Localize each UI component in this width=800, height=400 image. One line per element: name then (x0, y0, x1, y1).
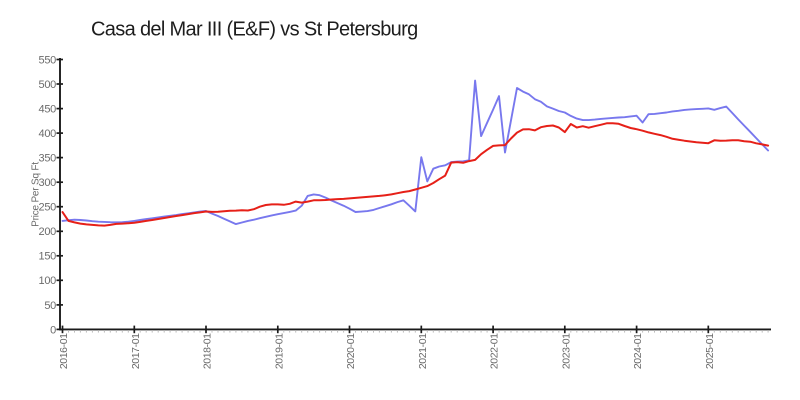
svg-text:300: 300 (39, 177, 57, 189)
svg-text:200: 200 (39, 226, 57, 238)
svg-text:150: 150 (39, 251, 57, 263)
svg-text:2018-01: 2018-01 (202, 333, 214, 369)
svg-text:550: 550 (39, 54, 57, 66)
svg-text:2017-01: 2017-01 (130, 333, 142, 369)
svg-text:2021-01: 2021-01 (417, 333, 429, 369)
svg-text:350: 350 (39, 153, 57, 165)
svg-text:Price Per Sq Ft: Price Per Sq Ft (31, 162, 42, 227)
svg-text:2016-01: 2016-01 (58, 333, 70, 369)
svg-text:0: 0 (50, 324, 56, 336)
svg-text:100: 100 (39, 275, 57, 287)
svg-text:400: 400 (39, 128, 57, 140)
svg-text:Casa del Mar III (E&F) vs St P: Casa del Mar III (E&F) vs St Petersburg (91, 19, 418, 41)
svg-text:2019-01: 2019-01 (273, 333, 285, 369)
svg-text:2024-01: 2024-01 (632, 333, 644, 369)
svg-text:2025-01: 2025-01 (704, 333, 716, 369)
svg-text:2022-01: 2022-01 (489, 333, 501, 369)
svg-text:2023-01: 2023-01 (560, 333, 572, 369)
svg-text:250: 250 (39, 202, 57, 214)
svg-text:450: 450 (39, 104, 57, 116)
svg-text:500: 500 (39, 79, 57, 91)
svg-text:50: 50 (44, 300, 56, 312)
svg-text:2020-01: 2020-01 (345, 333, 357, 369)
